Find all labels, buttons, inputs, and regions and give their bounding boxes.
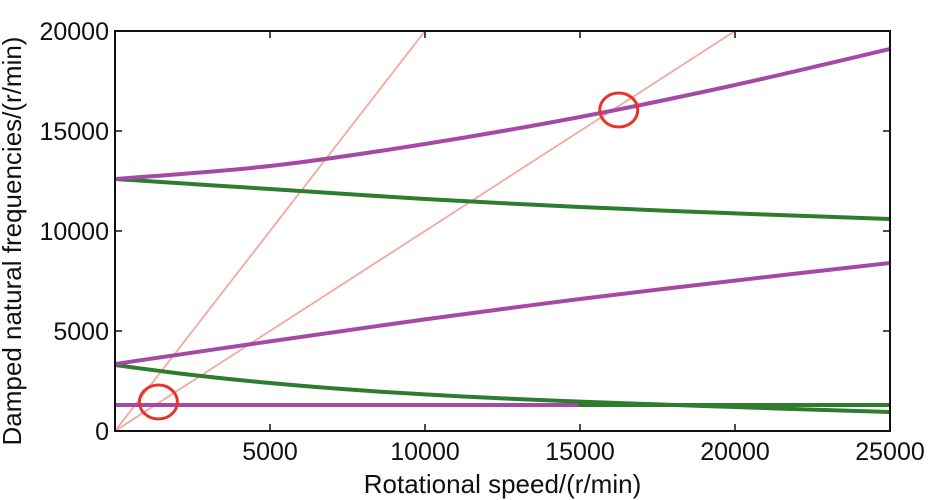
backward-whirl-series-3	[115, 177, 890, 221]
highlight-circle-0	[598, 91, 640, 129]
plot-frame	[114, 30, 891, 432]
y-tick-label-3: 15000	[39, 118, 109, 146]
x-tick-label-1: 10000	[390, 438, 460, 466]
tick-layer: 5000 10000 15000 20000 25000 0 5000 10000 15000 2…	[39, 18, 924, 466]
forward-whirl-series-4	[115, 47, 890, 181]
x-tick-label-4: 25000	[855, 438, 925, 466]
forward-whirl-series-2	[115, 261, 890, 366]
backward-whirl-series-1	[115, 363, 890, 414]
y-tick-label-1: 5000	[53, 318, 109, 346]
x-tick-label-2: 15000	[545, 438, 615, 466]
x-axis-title: Rotational speed/(r/min)	[364, 469, 641, 499]
excitation-line-series-6	[115, 31, 426, 431]
y-axis-title: Damped natural frequencies/(r/min)	[0, 37, 27, 446]
annotation-layer	[137, 91, 640, 421]
series-layer	[115, 31, 890, 431]
y-tick-label-2: 10000	[39, 218, 109, 246]
x-tick-label-0: 5000	[242, 438, 298, 466]
x-tick-label-3: 20000	[700, 438, 770, 466]
highlight-circle-1	[137, 383, 179, 421]
y-tick-label-0: 0	[95, 418, 109, 446]
excitation-line-series-7	[115, 31, 736, 431]
y-tick-label-4: 20000	[39, 18, 109, 46]
